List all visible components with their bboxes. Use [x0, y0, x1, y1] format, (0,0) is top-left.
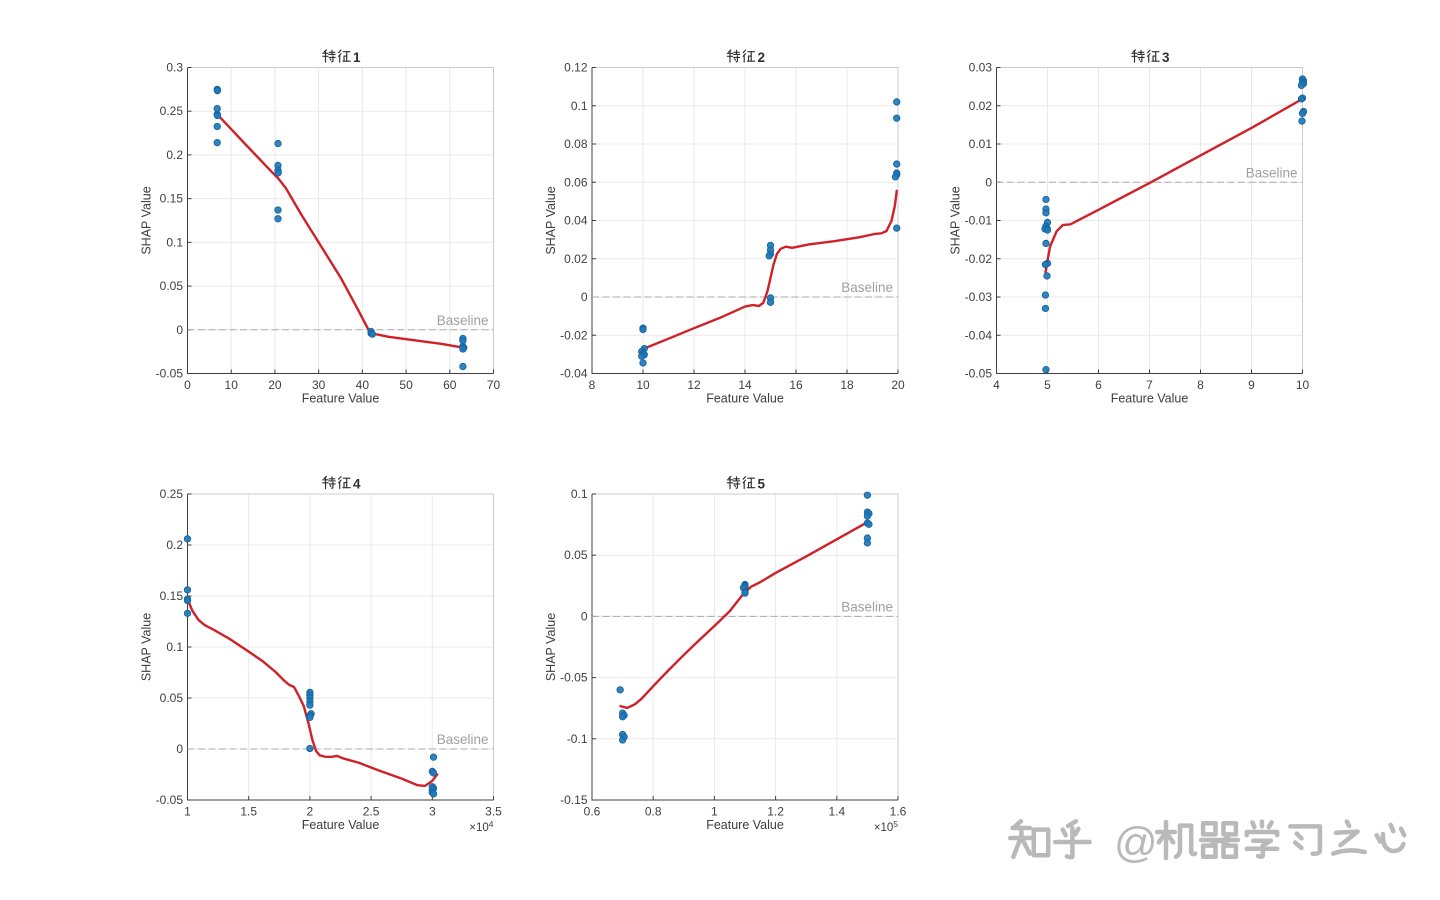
svg-text:0: 0 [176, 323, 183, 337]
svg-text:-0.04: -0.04 [965, 328, 993, 342]
svg-text:10: 10 [1296, 378, 1310, 392]
svg-text:-0.02: -0.02 [560, 328, 588, 342]
svg-text:0.02: 0.02 [969, 99, 993, 113]
svg-text:0.3: 0.3 [166, 61, 183, 75]
svg-text:0: 0 [176, 742, 183, 756]
svg-text:4: 4 [993, 378, 1000, 392]
svg-text:-0.02: -0.02 [965, 252, 993, 266]
svg-text:5: 5 [1044, 378, 1051, 392]
svg-text:10: 10 [225, 378, 239, 392]
svg-text:Feature Value: Feature Value [302, 392, 380, 406]
svg-text:Feature Value: Feature Value [302, 818, 380, 832]
svg-text:0: 0 [581, 609, 588, 623]
svg-text:0.02: 0.02 [564, 252, 588, 266]
svg-text:0.01: 0.01 [969, 137, 993, 151]
svg-text:30: 30 [312, 378, 326, 392]
svg-text:Baseline: Baseline [437, 313, 489, 328]
svg-text:0: 0 [985, 175, 992, 189]
svg-text:4: 4 [353, 477, 361, 492]
svg-text:10: 10 [636, 378, 650, 392]
svg-text:2: 2 [758, 50, 766, 65]
svg-text:-0.04: -0.04 [560, 367, 588, 381]
svg-text:1.6: 1.6 [890, 805, 907, 819]
svg-text:SHAP Value: SHAP Value [949, 186, 963, 254]
svg-text:0.05: 0.05 [160, 691, 184, 705]
svg-text:3.5: 3.5 [485, 805, 502, 819]
svg-text:1: 1 [353, 50, 361, 65]
svg-text:3: 3 [1162, 50, 1170, 65]
svg-text:0.04: 0.04 [564, 214, 588, 228]
svg-text:0.6: 0.6 [584, 805, 601, 819]
svg-text:1.4: 1.4 [828, 805, 845, 819]
svg-text:60: 60 [443, 378, 457, 392]
svg-text:50: 50 [399, 378, 413, 392]
svg-text:Baseline: Baseline [1246, 165, 1298, 180]
svg-text:70: 70 [487, 378, 501, 392]
svg-text:0.05: 0.05 [160, 279, 184, 293]
svg-text:1.2: 1.2 [767, 805, 784, 819]
svg-text:-0.05: -0.05 [156, 367, 184, 381]
svg-text:0: 0 [581, 290, 588, 304]
svg-text:-0.1: -0.1 [567, 732, 588, 746]
svg-text:7: 7 [1146, 378, 1153, 392]
svg-text:×104: ×104 [469, 819, 494, 834]
svg-text:0.1: 0.1 [166, 235, 183, 249]
svg-text:0.15: 0.15 [160, 589, 184, 603]
svg-text:Baseline: Baseline [437, 732, 489, 747]
svg-text:12: 12 [687, 378, 701, 392]
svg-text:2.5: 2.5 [363, 805, 380, 819]
svg-text:18: 18 [840, 378, 854, 392]
svg-text:0.25: 0.25 [160, 487, 184, 501]
svg-text:0.25: 0.25 [160, 104, 184, 118]
svg-text:-0.05: -0.05 [560, 671, 588, 685]
svg-text:Baseline: Baseline [841, 599, 893, 614]
svg-text:8: 8 [589, 378, 596, 392]
svg-text:-0.05: -0.05 [965, 367, 993, 381]
svg-text:0.12: 0.12 [564, 61, 588, 75]
svg-text:9: 9 [1248, 378, 1255, 392]
svg-text:0: 0 [184, 378, 191, 392]
svg-text:Feature Value: Feature Value [706, 818, 784, 832]
svg-text:2: 2 [307, 805, 314, 819]
svg-text:5: 5 [758, 477, 766, 492]
svg-text:@: @ [1114, 819, 1158, 867]
svg-text:0.1: 0.1 [571, 487, 588, 501]
svg-text:SHAP Value: SHAP Value [140, 613, 154, 681]
svg-text:Feature Value: Feature Value [706, 392, 784, 406]
svg-text:14: 14 [738, 378, 752, 392]
svg-text:40: 40 [356, 378, 370, 392]
svg-text:3: 3 [429, 805, 436, 819]
svg-text:-0.03: -0.03 [965, 290, 993, 304]
svg-text:0.1: 0.1 [571, 99, 588, 113]
svg-text:1: 1 [184, 805, 191, 819]
svg-text:-0.05: -0.05 [156, 793, 184, 807]
svg-text:1: 1 [711, 805, 718, 819]
svg-text:0.8: 0.8 [645, 805, 662, 819]
svg-text:6: 6 [1095, 378, 1102, 392]
svg-text:×105: ×105 [874, 819, 899, 834]
svg-text:0.08: 0.08 [564, 137, 588, 151]
svg-text:0.1: 0.1 [166, 640, 183, 654]
svg-text:Feature Value: Feature Value [1111, 392, 1189, 406]
svg-text:1.5: 1.5 [240, 805, 257, 819]
svg-text:Baseline: Baseline [841, 280, 893, 295]
svg-text:-0.15: -0.15 [560, 793, 588, 807]
svg-text:8: 8 [1197, 378, 1204, 392]
svg-text:20: 20 [268, 378, 282, 392]
svg-text:SHAP Value: SHAP Value [140, 186, 154, 254]
svg-text:SHAP Value: SHAP Value [544, 186, 558, 254]
svg-text:-0.01: -0.01 [965, 214, 993, 228]
svg-text:0.03: 0.03 [969, 61, 993, 75]
svg-text:0.15: 0.15 [160, 192, 184, 206]
svg-text:20: 20 [891, 378, 905, 392]
svg-text:0.06: 0.06 [564, 175, 588, 189]
svg-text:SHAP Value: SHAP Value [544, 613, 558, 681]
svg-text:16: 16 [789, 378, 803, 392]
svg-text:0.2: 0.2 [166, 538, 183, 552]
svg-text:0.2: 0.2 [166, 148, 183, 162]
svg-text:0.05: 0.05 [564, 548, 588, 562]
